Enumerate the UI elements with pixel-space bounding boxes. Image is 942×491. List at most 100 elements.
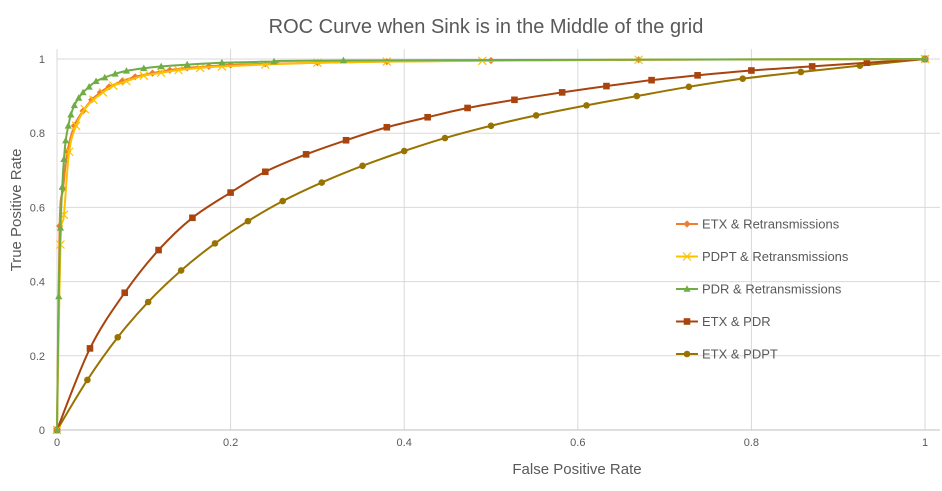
x-tick-label: 0.4 — [397, 437, 412, 449]
series-3 — [53, 55, 929, 434]
series-line — [56, 58, 926, 431]
data-point — [739, 75, 747, 82]
data-point — [139, 71, 149, 81]
data-point — [424, 113, 431, 121]
data-point — [383, 123, 391, 131]
data-point — [921, 55, 929, 62]
data-point — [80, 104, 90, 114]
legend-label: PDR & Retransmissions — [702, 282, 842, 297]
data-point — [648, 76, 655, 84]
data-point — [101, 73, 109, 81]
data-point — [71, 121, 81, 131]
data-point — [157, 62, 165, 70]
data-point — [359, 162, 366, 170]
legend-swatch-marker — [683, 285, 691, 292]
legend-label: ETX & PDPT — [702, 347, 778, 362]
data-point — [111, 70, 119, 77]
data-point — [189, 214, 196, 222]
data-point — [863, 59, 871, 67]
data-point — [64, 147, 74, 157]
data-point — [694, 72, 701, 79]
data-point — [105, 83, 113, 91]
legend-item: ETX & PDPT — [676, 347, 778, 362]
data-point — [558, 89, 566, 96]
data-point — [218, 58, 226, 66]
data-point — [53, 426, 61, 433]
series-4 — [53, 55, 929, 434]
data-point — [63, 148, 72, 156]
data-point — [195, 63, 205, 73]
data-point — [511, 96, 518, 104]
data-point — [60, 155, 68, 162]
data-point — [62, 136, 70, 144]
data-point — [89, 95, 98, 105]
y-tick-label: 0.2 — [30, 351, 45, 363]
legend-swatch-marker — [682, 252, 692, 261]
data-point — [464, 104, 471, 112]
data-point — [79, 88, 87, 96]
data-point — [748, 67, 755, 74]
x-tick-label: 0.2 — [223, 437, 238, 449]
data-point — [441, 134, 449, 142]
data-point — [92, 77, 100, 85]
data-point — [156, 68, 166, 78]
data-point — [797, 68, 805, 76]
data-point — [58, 183, 66, 190]
data-point — [140, 64, 148, 72]
data-point — [227, 189, 234, 196]
legend-label: ETX & PDR — [702, 314, 771, 329]
data-point — [75, 94, 83, 101]
data-point — [86, 345, 94, 352]
data-point — [88, 96, 96, 104]
data-point — [70, 101, 78, 109]
data-point — [603, 82, 610, 90]
data-point — [262, 168, 269, 176]
data-point — [342, 136, 350, 144]
data-point — [177, 267, 185, 274]
data-point — [98, 87, 108, 97]
data-point — [339, 56, 348, 64]
data-point — [302, 151, 310, 158]
data-point — [808, 63, 816, 70]
legend-swatch-marker — [683, 350, 691, 358]
y-tick-label: 0.6 — [30, 202, 45, 214]
data-point — [583, 102, 590, 109]
x-tick-label: 0 — [54, 437, 60, 449]
series-line — [56, 58, 926, 431]
data-point — [685, 83, 693, 91]
legend-label: ETX & Retransmissions — [702, 217, 840, 232]
legend: ETX & Retransmissions PDPT & Retransmissi… — [676, 217, 849, 362]
data-point — [67, 110, 75, 118]
data-point — [144, 298, 152, 306]
legend-item: PDPT & Retransmissions — [676, 249, 849, 264]
data-point — [279, 197, 286, 205]
data-point — [55, 292, 63, 300]
data-point — [244, 217, 252, 225]
series-2 — [53, 55, 929, 433]
data-point — [487, 122, 495, 130]
data-point — [400, 147, 408, 155]
series-line — [56, 58, 926, 431]
legend-item: ETX & PDR — [676, 314, 771, 329]
data-point — [108, 81, 118, 91]
series-line — [56, 58, 926, 431]
data-point — [174, 65, 183, 75]
legend-label: PDPT & Retransmissions — [702, 249, 849, 264]
data-point — [85, 83, 93, 90]
data-point — [122, 76, 131, 86]
series-1 — [52, 54, 930, 435]
legend-swatch-marker — [683, 318, 691, 325]
data-point — [183, 60, 191, 68]
data-point — [318, 179, 326, 186]
legend-swatch-marker — [683, 220, 691, 228]
x-tick-label: 1 — [922, 437, 928, 449]
data-point — [633, 92, 641, 100]
series-0 — [53, 55, 929, 434]
chart-title: ROC Curve when Sink is in the Middle of … — [269, 16, 704, 38]
data-point — [155, 246, 162, 254]
data-point — [56, 224, 65, 231]
y-tick-label: 1 — [39, 54, 45, 66]
data-point — [84, 376, 91, 384]
x-tick-label: 0.6 — [570, 437, 585, 449]
